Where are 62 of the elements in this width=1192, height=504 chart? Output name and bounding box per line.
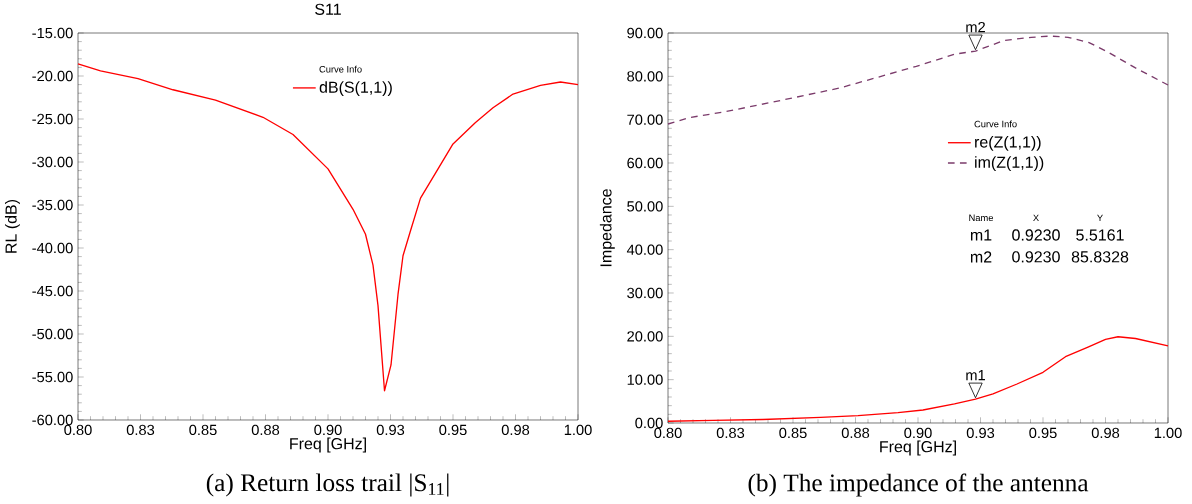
- x-tick-label: 0.93: [376, 424, 405, 436]
- y-tick-label: 50.00: [627, 201, 663, 212]
- x-tick-label: 0.88: [251, 424, 280, 436]
- x-tick-label: 0.95: [1029, 427, 1057, 439]
- y-tick-label: 90.00: [627, 27, 663, 39]
- chart-title: S11: [315, 3, 341, 15]
- annotation: m2: [966, 21, 985, 33]
- annotation: X: [1033, 214, 1039, 222]
- y-tick-label: 60.00: [627, 157, 663, 169]
- y-tick-label: -40.00: [32, 242, 73, 254]
- y-axis-title: RL (dB): [4, 199, 20, 253]
- x-axis-title: Freq [GHz]: [880, 440, 956, 456]
- x-tick-label: 0.98: [1091, 427, 1120, 439]
- annotation: Y: [1097, 214, 1103, 222]
- annotation: m1: [966, 370, 985, 381]
- y-tick-label: -20.00: [32, 70, 73, 82]
- legend-label: re(Z(1,1)): [975, 135, 1041, 151]
- y-tick-label: 0.00: [635, 417, 663, 429]
- annotation: 0.9230: [1012, 251, 1060, 263]
- y-tick-label: 40.00: [626, 244, 663, 255]
- x-tick-label: 0.93: [966, 427, 995, 439]
- x-tick-label: 0.90: [904, 427, 932, 439]
- x-tick-label: 0.85: [189, 424, 217, 436]
- y-tick-label: -25.00: [32, 113, 73, 125]
- y-tick-label: -60.00: [32, 414, 73, 426]
- x-tick-label: 1.00: [1154, 427, 1182, 439]
- text: (a) Return loss trail |S$_{11}$|: [206, 473, 449, 497]
- legend-title: Curve Info: [974, 120, 1017, 128]
- text: (b) The impedance of the antenna: [748, 473, 1089, 497]
- x-tick-label: 0.80: [64, 424, 92, 436]
- y-tick-label: -15.00: [32, 27, 73, 39]
- legend-label: dB(S(1,1)): [319, 81, 392, 97]
- y-tick-label: 30.00: [627, 287, 663, 299]
- annotation: Name: [969, 214, 994, 222]
- x-tick-label: 0.83: [716, 427, 745, 439]
- y-tick-label: 20.00: [627, 331, 663, 342]
- y-tick-label: -55.00: [32, 371, 73, 383]
- x-tick-label: 0.88: [841, 427, 870, 439]
- y-tick-label: -35.00: [32, 199, 73, 211]
- x-tick-label: 0.83: [126, 424, 155, 436]
- annotation: 85.8328: [1071, 251, 1129, 263]
- annotation: 5.5161: [1076, 229, 1124, 241]
- legend-label: im(Z(1,1)): [975, 156, 1044, 172]
- x-tick-label: 0.90: [314, 424, 342, 436]
- x-tick-label: 0.98: [501, 424, 530, 436]
- y-tick-label: -30.00: [32, 156, 73, 168]
- x-axis-title: Freq [GHz]: [290, 437, 366, 453]
- y-tick-label: 70.00: [627, 114, 663, 125]
- legend-title: Curve Info: [319, 65, 362, 73]
- y-axis-title: Impedance: [599, 189, 615, 267]
- x-tick-label: 0.80: [654, 427, 682, 439]
- x-tick-label: 0.85: [779, 427, 807, 439]
- annotation: m2: [970, 251, 992, 263]
- x-tick-label: 0.95: [439, 424, 467, 436]
- y-tick-label: -50.00: [32, 328, 73, 340]
- line-series: [77, 63, 579, 392]
- annotation: m1: [970, 229, 992, 241]
- annotation: 0.9230: [1012, 229, 1060, 241]
- y-tick-label: 80.00: [627, 71, 663, 82]
- x-tick-label: 1.00: [564, 424, 592, 436]
- y-tick-label: 10.00: [627, 374, 663, 385]
- y-tick-label: -45.00: [32, 285, 73, 297]
